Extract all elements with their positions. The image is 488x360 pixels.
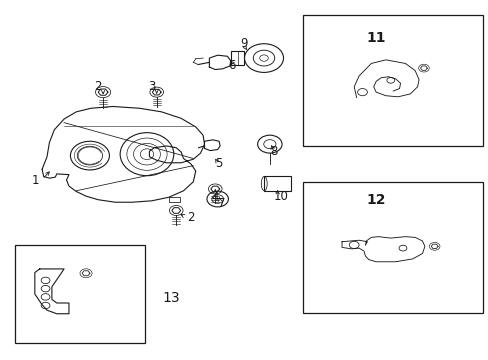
Text: 6: 6 [228, 59, 236, 72]
Text: 3: 3 [148, 80, 155, 93]
Text: 9: 9 [240, 37, 248, 50]
Bar [264, 176, 290, 191]
Bar [230, 51, 244, 65]
Text: 5: 5 [215, 157, 223, 170]
Text: 2: 2 [94, 80, 102, 93]
Bar [303, 15, 483, 146]
Bar [15, 244, 144, 343]
Text: 1: 1 [32, 174, 40, 186]
Text: 13: 13 [162, 291, 180, 305]
Bar [168, 197, 179, 202]
Text: 2: 2 [187, 211, 194, 224]
Text: 4: 4 [211, 192, 219, 204]
Text: 11: 11 [366, 31, 385, 45]
Bar [303, 182, 483, 313]
Text: 12: 12 [366, 193, 385, 207]
Text: 7: 7 [217, 197, 225, 210]
Text: 8: 8 [269, 145, 277, 158]
Text: 10: 10 [273, 190, 288, 203]
